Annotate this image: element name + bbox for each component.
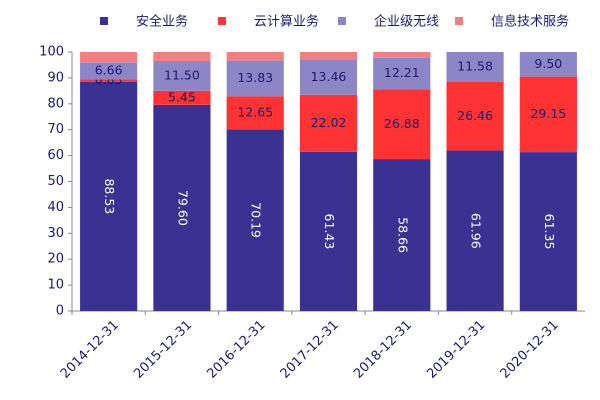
bar-segment (373, 57, 431, 90)
legend-label: 企业级无线 (374, 14, 439, 30)
y-tick-label: 30 (47, 226, 64, 241)
bar-segment (373, 52, 431, 58)
legend-label: 安全业务 (136, 14, 188, 30)
value-label: 29.15 (530, 106, 566, 121)
value-label: 9.50 (534, 56, 562, 71)
y-tick-label: 0 (56, 304, 64, 319)
bar-segment (299, 52, 358, 61)
value-label: 58.66 (395, 217, 410, 253)
x-tick-label: 2016-12-31 (204, 318, 268, 382)
bar-segment (226, 60, 284, 97)
value-label: 88.53 (102, 178, 117, 214)
bar-segment (446, 150, 504, 311)
bar-segment (446, 52, 504, 82)
y-tick-label: 60 (47, 148, 64, 163)
value-label: 5.45 (168, 89, 196, 104)
value-label: 13.46 (311, 69, 347, 84)
value-label: 12.65 (237, 104, 273, 119)
value-label: 22.02 (311, 115, 347, 130)
value-label: 12.21 (384, 65, 420, 80)
value-label: 11.50 (164, 67, 200, 82)
value-label: 61.35 (542, 214, 557, 250)
bar-segment (299, 151, 358, 311)
legend-label: 信息技术服务 (491, 14, 569, 30)
bar-segment (153, 90, 211, 105)
value-label: 61.96 (469, 213, 484, 249)
value-label: 13.83 (237, 70, 273, 85)
legend-marker (218, 17, 226, 25)
bar-segment (80, 62, 138, 80)
value-label: 26.46 (457, 108, 493, 123)
y-tick-label: 50 (47, 174, 64, 189)
y-tick-label: 90 (47, 70, 64, 85)
value-label: 79.60 (175, 190, 190, 226)
value-label: 6.66 (95, 62, 123, 77)
bar-segment (80, 52, 138, 63)
bar-segment (153, 52, 211, 61)
bar-segment (373, 89, 431, 160)
y-tick-label: 10 (47, 278, 64, 293)
x-tick-label: 2014-12-31 (58, 318, 122, 382)
x-tick-label: 2015-12-31 (131, 318, 195, 382)
bar-segment (519, 152, 577, 311)
value-label: 26.88 (384, 116, 420, 131)
legend-label: 云计算业务 (254, 14, 319, 30)
bar-segment (226, 129, 284, 311)
bar-segment (519, 52, 577, 77)
bar-segment (299, 94, 358, 152)
value-label: 11.58 (457, 58, 493, 73)
y-tick-label: 80 (47, 96, 64, 111)
bar-segment (299, 60, 358, 95)
y-tick-label: 40 (47, 200, 64, 215)
bar-segment (153, 60, 211, 91)
legend-marker (100, 17, 108, 25)
bar-segment (373, 159, 431, 311)
x-tick-label: 2018-12-31 (351, 318, 415, 382)
legend-marker (455, 17, 463, 25)
x-tick-label: 2020-12-31 (498, 318, 562, 382)
bar-segment (80, 81, 138, 311)
y-tick-label: 70 (47, 122, 64, 137)
bar-segment (226, 96, 284, 130)
bar-segment (519, 76, 577, 153)
x-tick-label: 2019-12-31 (424, 318, 488, 382)
y-tick-label: 20 (47, 252, 64, 267)
bar-segment (226, 52, 284, 61)
y-tick-label: 100 (39, 45, 64, 60)
value-label: 61.43 (322, 214, 337, 250)
legend-marker (338, 17, 346, 25)
value-label: 70.19 (249, 202, 264, 238)
bar-segment (153, 104, 211, 311)
bar-segment (446, 81, 504, 151)
x-tick-label: 2017-12-31 (278, 318, 342, 382)
bar-segment (80, 79, 138, 82)
